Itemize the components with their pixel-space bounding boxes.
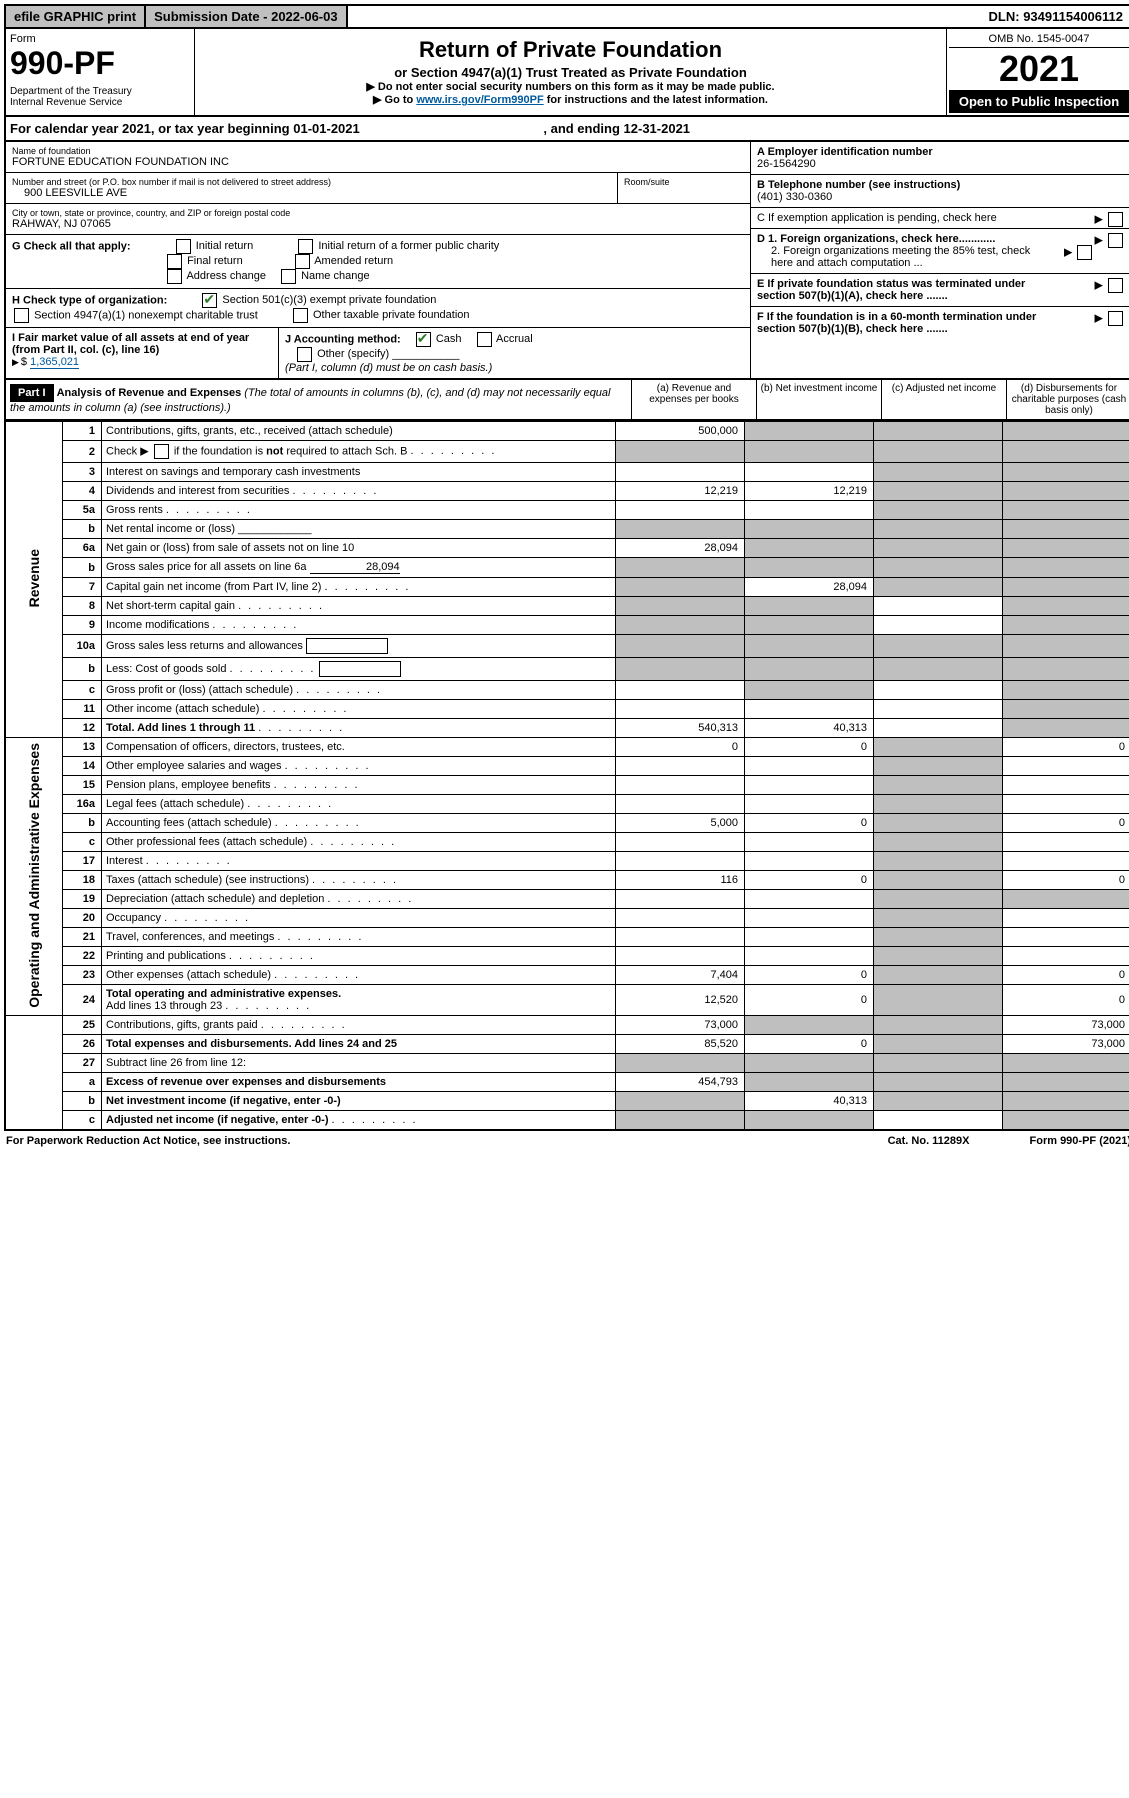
other-taxable-checkbox[interactable] [293,308,308,323]
form-number: 990-PF [10,45,190,82]
revenue-side-label: Revenue [26,549,42,607]
ein-value: 26-1564290 [757,158,816,170]
instructions-link[interactable]: www.irs.gov/Form990PF [416,94,543,106]
i-label: I Fair market value of all assets at end… [12,332,249,356]
catalog-number: Cat. No. 11289X [888,1135,970,1147]
form-header: Form 990-PF Department of the Treasury I… [4,29,1129,117]
part1-table: Revenue 1Contributions, gifts, grants, e… [4,421,1129,1131]
tax-year: 2021 [949,48,1129,90]
col-c-header: (c) Adjusted net income [881,380,1006,419]
final-return-checkbox[interactable] [167,254,182,269]
form-footer: Form 990-PF (2021) [1030,1135,1129,1147]
col-d-header: (d) Disbursements for charitable purpose… [1006,380,1129,419]
4947-checkbox[interactable] [14,308,29,323]
accrual-checkbox[interactable] [477,332,492,347]
phone-label: B Telephone number (see instructions) [757,179,960,191]
foundation-name: FORTUNE EDUCATION FOUNDATION INC [12,156,744,168]
efile-button[interactable]: efile GRAPHIC print [6,6,146,27]
h-label: H Check type of organization: [12,294,167,306]
open-inspection: Open to Public Inspection [949,90,1129,113]
d1-checkbox[interactable] [1108,233,1123,248]
city-state-zip: RAHWAY, NJ 07065 [12,218,744,230]
address: 900 LEESVILLE AVE [12,187,611,199]
dept-treasury: Department of the Treasury [10,86,190,97]
col-a-header: (a) Revenue and expenses per books [631,380,756,419]
paperwork-notice: For Paperwork Reduction Act Notice, see … [6,1135,290,1147]
city-label: City or town, state or province, country… [12,208,744,218]
note-goto: ▶ Go to www.irs.gov/Form990PF for instru… [201,93,940,106]
note-ssn: ▶ Do not enter social security numbers o… [201,80,940,93]
part1-badge: Part I [10,384,54,402]
initial-former-checkbox[interactable] [298,239,313,254]
arrow-icon [12,356,21,368]
name-change-checkbox[interactable] [281,269,296,284]
form-label: Form [10,33,190,45]
g-label: G Check all that apply: [12,240,131,252]
j-note: (Part I, column (d) must be on cash basi… [285,362,492,374]
other-method-checkbox[interactable] [297,347,312,362]
e-label: E If private foundation status was termi… [757,278,1057,302]
c-checkbox[interactable] [1108,212,1123,227]
phone-value: (401) 330-0360 [757,191,832,203]
address-change-checkbox[interactable] [167,269,182,284]
omb-number: OMB No. 1545-0047 [949,31,1129,48]
d2-checkbox[interactable] [1077,245,1092,260]
top-bar: efile GRAPHIC print Submission Date - 20… [4,4,1129,29]
c-label: C If exemption application is pending, c… [757,212,997,224]
ein-label: A Employer identification number [757,146,933,158]
501c3-checkbox[interactable] [202,293,217,308]
page-footer: For Paperwork Reduction Act Notice, see … [4,1131,1129,1151]
form-subtitle: or Section 4947(a)(1) Trust Treated as P… [201,65,940,80]
cash-checkbox[interactable] [416,332,431,347]
col-b-header: (b) Net investment income [756,380,881,419]
dln: DLN: 93491154006112 [981,6,1129,27]
part1-title: Analysis of Revenue and Expenses [57,387,242,399]
form-title: Return of Private Foundation [201,37,940,63]
irs: Internal Revenue Service [10,97,190,108]
j-label: J Accounting method: [285,333,401,345]
foundation-name-label: Name of foundation [12,146,744,156]
address-label: Number and street (or P.O. box number if… [12,177,611,187]
d1-label: D 1. Foreign organizations, check here..… [757,233,995,245]
initial-return-checkbox[interactable] [176,239,191,254]
f-checkbox[interactable] [1108,311,1123,326]
calendar-year-row: For calendar year 2021, or tax year begi… [4,117,1129,142]
sch-b-checkbox[interactable] [154,444,169,459]
expenses-side-label: Operating and Administrative Expenses [26,743,42,1008]
room-label: Room/suite [624,177,744,187]
part1-header-row: Part I Analysis of Revenue and Expenses … [4,380,1129,421]
fmv-value: 1,365,021 [30,356,79,369]
d2-label: 2. Foreign organizations meeting the 85%… [757,245,1051,269]
f-label: F If the foundation is in a 60-month ter… [757,311,1057,335]
entity-info: Name of foundation FORTUNE EDUCATION FOU… [4,142,1129,380]
e-checkbox[interactable] [1108,278,1123,293]
amended-return-checkbox[interactable] [295,254,310,269]
submission-date: Submission Date - 2022-06-03 [146,6,348,27]
